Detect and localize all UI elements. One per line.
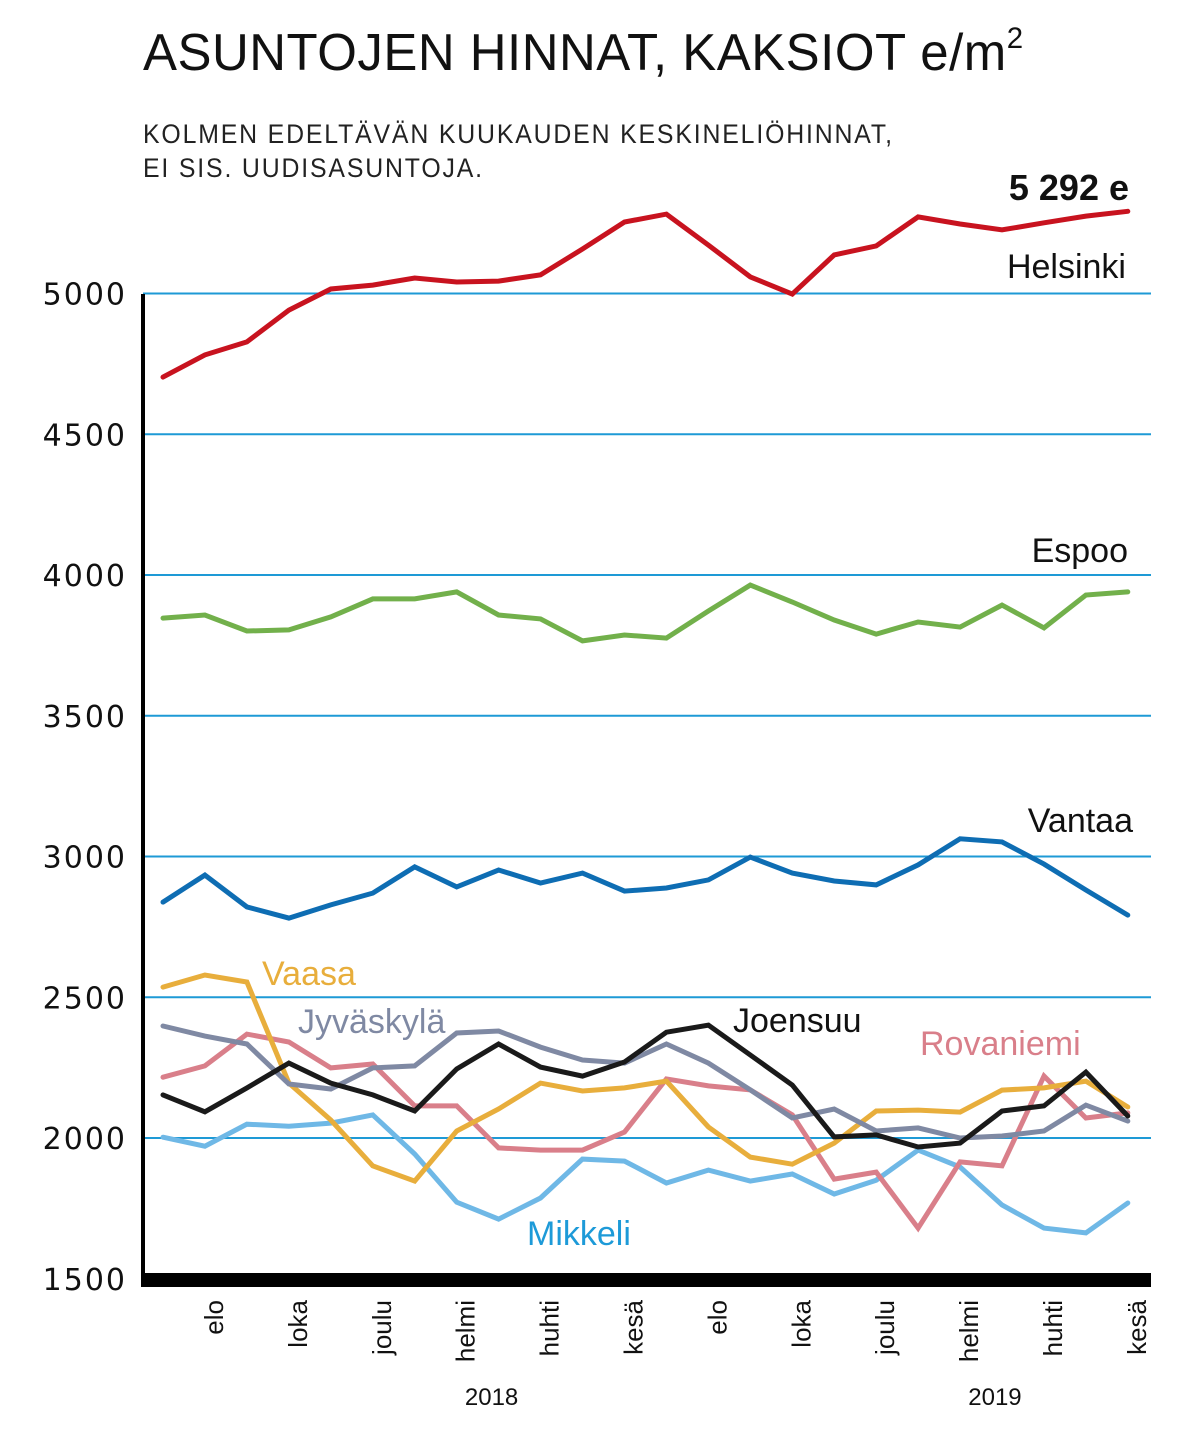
y-tick-label: 4000 (43, 559, 127, 594)
series-line-vaasa (160, 972, 1131, 1185)
year-label: 2018 (465, 1384, 518, 1411)
series-labels: Helsinki Espoo Vantaa Vaasa Jyväskylä Joensuu… (262, 167, 1133, 1253)
x-tick-label: huhti (1038, 1300, 1068, 1356)
chart-title-text: ASUNTOJEN HINNAT, KAKSIOT e/m (143, 24, 1007, 82)
series-lines (160, 208, 1131, 1236)
x-tick-label: huhti (535, 1300, 565, 1356)
series-label-rovaniemi: Rovaniemi (920, 1025, 1081, 1063)
series-label-joensuu: Joensuu (733, 1002, 862, 1040)
y-axis-line (141, 294, 145, 1284)
series-label-vantaa: Vantaa (1028, 802, 1133, 840)
x-tick-label: elo (702, 1300, 732, 1335)
series-label-jyväskylä: Jyväskylä (298, 1003, 445, 1041)
end-value-annotation: 5 292 e (1009, 167, 1129, 208)
series-line-espoo (160, 582, 1131, 644)
series-label-helsinki: Helsinki (1007, 248, 1126, 286)
axes (141, 294, 1151, 1287)
y-axis-ticks: 1500 2000 2500 3000 3500 4000 4500 5000 (43, 278, 127, 1298)
x-tick-label: kesä (1122, 1299, 1152, 1354)
year-label: 2019 (968, 1384, 1021, 1411)
x-tick-label: kesä (618, 1299, 648, 1354)
y-tick-label: 2000 (43, 1122, 127, 1157)
series-line-rovaniemi (160, 1031, 1131, 1233)
subtitle-line-1: KOLMEN EDELTÄVÄN KUUKAUDEN KESKINELIÖHIN… (143, 119, 894, 149)
x-axis-ticks: elo loka joulu helmi huhti kesä elo loka joulu he… (199, 1299, 1152, 1411)
x-tick-label: helmi (451, 1300, 481, 1362)
x-tick-label: loka (283, 1299, 313, 1347)
y-tick-label: 4500 (43, 418, 127, 453)
series-label-vaasa: Vaasa (262, 955, 356, 993)
x-axis-bar (141, 1273, 1151, 1287)
series-label-espoo: Espoo (1032, 532, 1128, 570)
subtitle-line-2: EI SIS. UUDISASUNTOJA. (143, 153, 484, 183)
y-tick-label: 3500 (43, 700, 127, 735)
y-tick-label: 3000 (43, 841, 127, 876)
series-line-vantaa (160, 836, 1131, 921)
gridlines (143, 292, 1151, 1139)
y-tick-label: 5000 (43, 278, 127, 313)
title-superscript: 2 (1006, 22, 1024, 55)
x-tick-label: elo (199, 1300, 229, 1335)
x-tick-label: helmi (954, 1300, 984, 1362)
x-tick-label: loka (786, 1299, 816, 1347)
y-tick-label: 2500 (43, 981, 127, 1016)
series-line-mikkeli (160, 1112, 1131, 1236)
series-label-mikkeli: Mikkeli (527, 1215, 631, 1253)
chart-title: ASUNTOJEN HINNAT, KAKSIOT e/m2 (143, 22, 1024, 83)
series-line-helsinki (160, 208, 1131, 380)
y-tick-label: 1500 (43, 1263, 127, 1298)
chart-subtitle: KOLMEN EDELTÄVÄN KUUKAUDEN KESKINELIÖHIN… (143, 117, 894, 185)
x-tick-label: joulu (367, 1300, 397, 1356)
x-tick-label: joulu (870, 1300, 900, 1356)
series-line-joensuu (160, 1022, 1131, 1150)
